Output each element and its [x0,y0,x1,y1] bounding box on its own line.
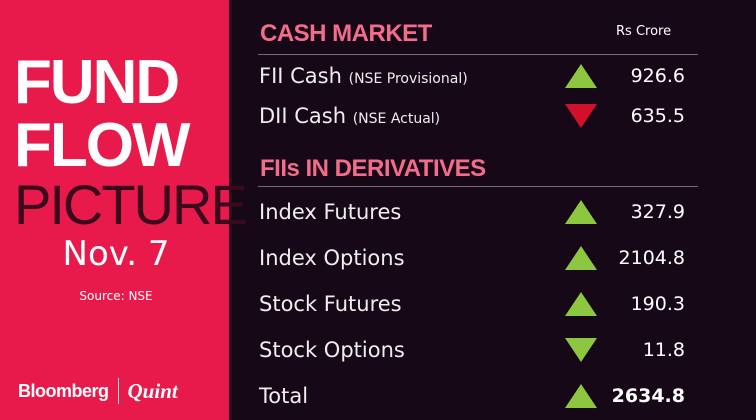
up-arrow-icon [565,384,597,408]
unit-label: Rs Crore [616,24,672,39]
row-label: Index Options [259,246,405,270]
row-value: 635.5 [630,105,685,127]
up-arrow-icon [565,292,597,316]
divider [258,186,698,187]
down-arrow-icon [565,104,597,128]
logo-divider [117,378,119,404]
date-label: Nov. 7 [62,234,170,274]
row-label: FII Cash [259,64,342,88]
up-arrow-icon [565,200,597,224]
row-index-options: Index Options 2104.8 [259,243,689,273]
row-label: Index Futures [259,200,402,224]
row-value: 190.3 [630,293,685,315]
row-dii-cash: DII Cash (NSE Actual) 635.5 [259,101,689,131]
divider [258,54,698,55]
row-value: 327.9 [630,201,685,223]
row-label: Stock Futures [259,292,402,316]
row-label: Stock Options [259,338,405,362]
row-total: Total 2634.8 [259,381,689,411]
logo: Bloomberg Quint [18,378,178,404]
row-label: DII Cash [259,104,347,128]
row-note: (NSE Provisional) [348,71,468,87]
row-value: 2634.8 [611,385,685,407]
down-arrow-icon [565,338,597,362]
title-picture: PICTURE [14,173,248,236]
logo-bloomberg: Bloomberg [18,380,109,401]
row-note: (NSE Actual) [352,111,441,127]
source-label: Source: NSE [79,289,153,303]
up-arrow-icon [565,246,597,270]
row-value: 11.8 [642,339,685,361]
title-fund: FUND [14,48,180,117]
cash-market-heading: CASH MARKET [260,20,432,47]
row-stock-futures: Stock Futures 190.3 [259,289,689,319]
logo-quint: Quint [127,378,178,403]
row-stock-options: Stock Options 11.8 [259,335,689,365]
title-flow: FLOW [14,111,190,180]
row-value: 926.6 [630,65,685,87]
derivatives-heading: FIIs IN DERIVATIVES [260,155,486,182]
row-label: Total [259,384,309,408]
row-value: 2104.8 [618,247,685,269]
row-index-futures: Index Futures 327.9 [259,197,689,227]
title-panel: FUND FLOW PICTURE Nov. 7 Source: NSE Blo… [0,0,248,420]
row-fii-cash: FII Cash (NSE Provisional) 926.6 [259,61,689,91]
up-arrow-icon [565,64,597,88]
